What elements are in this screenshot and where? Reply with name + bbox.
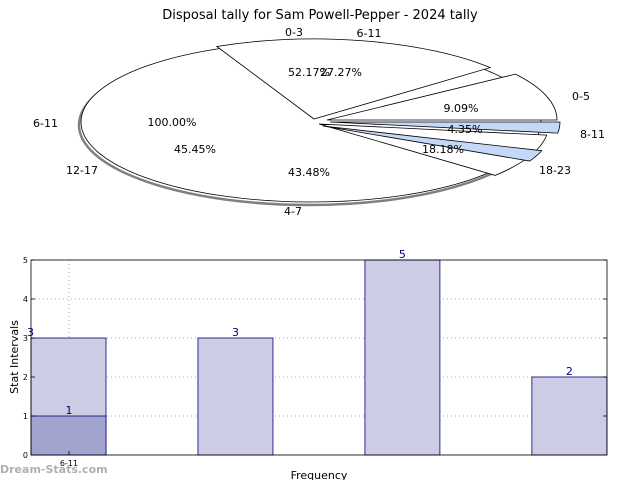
- x-axis-label: Frequency: [291, 469, 348, 480]
- y-axis-label: Stat Intervals: [8, 320, 21, 394]
- pie-slice: [326, 73, 558, 121]
- inner-label: 100.00%: [148, 116, 197, 129]
- inner-label: 52.17%: [288, 66, 330, 79]
- bar-value-label: 3: [27, 326, 34, 339]
- bar: [30, 415, 107, 456]
- pie-slice: [215, 38, 492, 120]
- y-tick-label: 2: [23, 373, 28, 382]
- watermark: Dream-Stats.com: [0, 463, 108, 476]
- bar: [531, 376, 608, 456]
- pie-title: Disposal tally for Sam Powell-Pepper - 2…: [162, 8, 478, 23]
- y-tick-label: 3: [23, 334, 28, 343]
- y-tick-label: 4: [23, 295, 28, 304]
- outer-label: 8-11: [580, 128, 605, 141]
- bar-value-label: 5: [399, 248, 406, 261]
- y-tick-label: 0: [23, 451, 28, 460]
- inner-label: 45.45%: [174, 143, 216, 156]
- bar: [364, 259, 441, 456]
- x-tick-label: 6-11: [60, 459, 78, 468]
- inner-label: 27.27%: [320, 66, 362, 79]
- y-tick-label: 1: [23, 412, 28, 421]
- bar: [197, 337, 274, 456]
- outer-label: 0-5: [572, 90, 590, 103]
- bar-value-label: 1: [66, 404, 73, 417]
- inner-label: 43.48%: [288, 166, 330, 179]
- pie-slice: [329, 121, 561, 134]
- outer-label: 0-3: [285, 26, 303, 39]
- inner-label: 4.35%: [448, 123, 483, 136]
- outer-label: 4-7: [284, 205, 302, 218]
- y-tick-label: 5: [23, 256, 28, 265]
- pie-chart: [77, 38, 561, 207]
- pie-slice: [322, 125, 543, 162]
- outer-label: 12-17: [66, 164, 98, 177]
- bar-value-label: 3: [232, 326, 239, 339]
- outer-label: 6-11: [33, 117, 58, 130]
- bar-value-label: 2: [566, 365, 573, 378]
- inner-label: 9.09%: [444, 102, 479, 115]
- inner-label: 18.18%: [422, 143, 464, 156]
- outer-label: 6-11: [357, 27, 382, 40]
- plot-frame: [30, 259, 608, 456]
- outer-label: 18-23: [539, 164, 571, 177]
- pie-labels: 0-3 6-11 0-5 8-11 18-23 4-7 12-17 6-11 5…: [33, 26, 605, 218]
